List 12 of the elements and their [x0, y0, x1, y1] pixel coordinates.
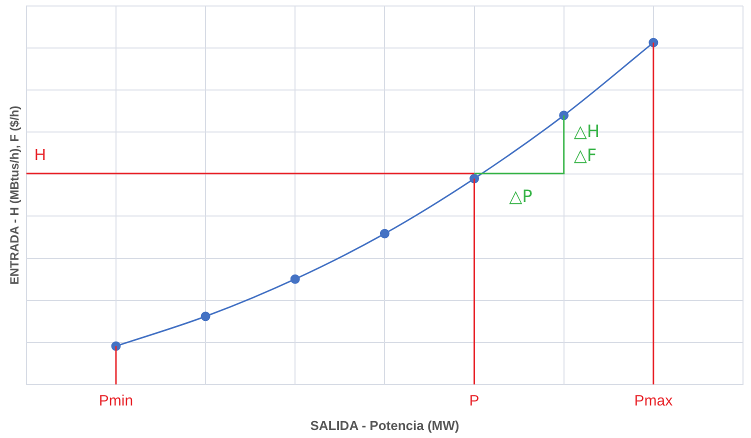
x-axis-title: SALIDA - Potencia (MW): [310, 418, 460, 433]
annotation: △P: [509, 186, 532, 207]
point: [380, 228, 390, 238]
annotation: △F: [574, 146, 597, 166]
x-tick-label: P: [469, 392, 480, 410]
x-tick-label: Pmin: [98, 392, 134, 410]
y-axis-title: ENTRADA - H (MBtus/h), F ($/h): [8, 106, 22, 285]
x-tick-label: Pmax: [634, 392, 674, 410]
ref-line-label: H: [34, 146, 46, 164]
point: [200, 312, 210, 322]
point: [290, 274, 300, 284]
annotation: △H: [574, 122, 600, 142]
